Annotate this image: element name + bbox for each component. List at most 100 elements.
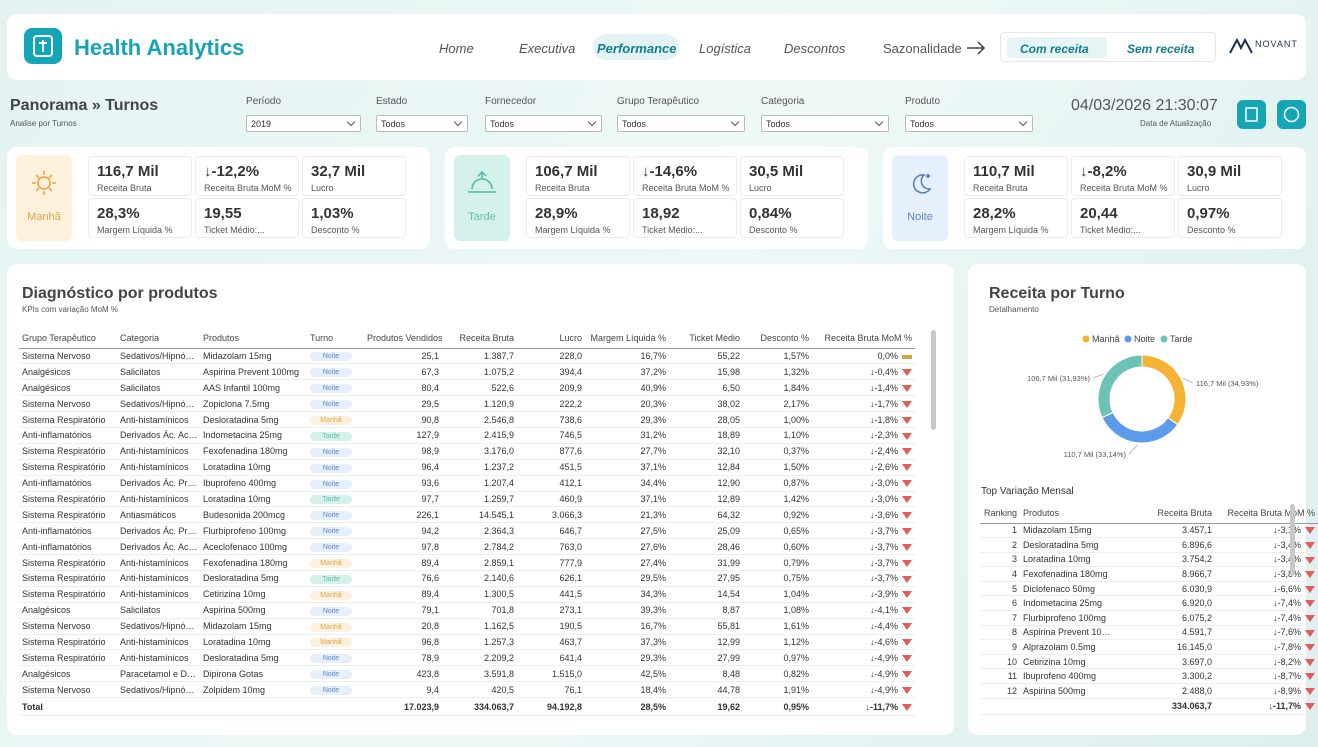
kpi-value: 0,84% (749, 205, 792, 222)
help-button[interactable] (1277, 100, 1306, 129)
table-row: 1 Midazolam 15mg 3.457,1 ↓-3,1% (980, 523, 1318, 539)
trend-down-icon (1305, 614, 1315, 622)
cell-text: Antiasmáticos (120, 509, 177, 520)
column-header[interactable]: Ticket Médio (669, 328, 743, 349)
cell-text: 16,7% (640, 350, 666, 361)
column-header[interactable]: Margem Líquida % (585, 328, 669, 349)
cell-text: 2.209,2 (483, 652, 514, 663)
table-cell: 76,6 (364, 570, 442, 587)
filter-select[interactable]: Todos (485, 115, 602, 132)
column-header[interactable]: Produtos (1020, 503, 1120, 524)
nav-link[interactable]: Logística (699, 41, 752, 56)
filter-select[interactable]: Todos (761, 115, 889, 132)
table-cell: 10 (980, 654, 1020, 670)
table-cell: 2.140,6 (442, 570, 517, 587)
filter-select[interactable]: Todos (905, 115, 1033, 132)
table-cell: 777,9 (517, 554, 585, 571)
cell-text: Sistema Nervoso (22, 621, 91, 632)
table-cell: Sistema Nervoso (19, 618, 117, 635)
page-subtitle: Analise por Turnos (10, 119, 77, 128)
cell-text: 1,84% (783, 382, 809, 393)
cell-text: Flurbiprofeno 100mg (203, 525, 287, 536)
column-header[interactable]: Receita Bruta (442, 328, 517, 349)
cell-text: 423,8 (416, 668, 439, 679)
column-header[interactable]: Produtos (200, 328, 307, 349)
table-cell: 3 (980, 552, 1020, 568)
cell-text: 1.300,5 (483, 589, 514, 600)
cell-text: 9 (1011, 642, 1017, 653)
column-header[interactable]: Receita Bruta MoM % (1215, 503, 1318, 524)
cell-text: 1,61% (783, 621, 809, 632)
column-header[interactable]: Receita Bruta (1120, 503, 1215, 524)
kpi-value: 30,9 Mil (1187, 163, 1242, 180)
nav-link[interactable]: Performance (597, 41, 677, 56)
shift-name: Manhã (27, 211, 61, 223)
table-row: Sistema Nervoso Sedativos/Hipnó… Zopiclona… (19, 395, 915, 413)
toggle-button[interactable]: Sem receita (1127, 42, 1195, 56)
turn-badge: Noite (310, 606, 352, 616)
toggle-button[interactable]: Com receita (1020, 42, 1089, 56)
table-cell: Noite (307, 649, 364, 667)
table-cell: ↓-2,4% (812, 443, 915, 460)
table-cell: 12,89 (669, 491, 743, 508)
filter-select[interactable]: Todos (617, 115, 745, 132)
column-header[interactable]: Desconto % (743, 328, 812, 349)
table-cell: Antiasmáticos (117, 506, 200, 524)
nav-link[interactable]: Executiva (519, 41, 576, 56)
cell-text: Anti-histamínicos (120, 414, 189, 425)
table-cell: Sedativos/Hipnó… (117, 395, 200, 413)
table-row: 4 Fexofenadina 180mg 8.966,7 ↓-3,8% (980, 566, 1318, 582)
table-cell: 6.075,2 (1120, 610, 1215, 626)
help-book-button[interactable] (1237, 100, 1266, 129)
nav-link[interactable]: Sazonalidade (883, 41, 962, 56)
table-cell: 877,6 (517, 443, 585, 460)
cell-text: 3.300,2 (1181, 671, 1212, 682)
table-cell: ↓-8,2% (1215, 654, 1318, 670)
nav-link[interactable]: Descontos (784, 41, 846, 56)
column-header[interactable]: Categoria (117, 328, 200, 349)
cell-text: 27,99 (717, 652, 740, 663)
data-table: Grupo Terapêutico Categoria Produtos Turno P… (19, 328, 915, 717)
table-row: 10 Cetirizina 10mg 3.697,0 ↓-8,2% (980, 654, 1318, 670)
column-header[interactable]: Produtos Vendidos (364, 328, 442, 349)
table-cell: Manhã (307, 411, 364, 428)
cell-text: 5 (1011, 583, 1017, 594)
table-cell: Sistema Respiratório (19, 586, 117, 603)
column-header[interactable]: Turno (307, 328, 364, 349)
cell-text: 25,09 (717, 525, 740, 536)
column-header[interactable]: Ranking (980, 503, 1020, 524)
table-cell: Analgésicos (19, 665, 117, 683)
cell-text: 28,05 (717, 414, 740, 425)
cell-text: 6.075,2 (1181, 612, 1212, 623)
column-header[interactable]: Grupo Terapêutico (19, 328, 117, 349)
cell-text: 127,9 (416, 430, 439, 441)
table-cell: 1,42% (743, 491, 812, 508)
cell-text: Midazolam 15mg (1023, 525, 1092, 536)
table-cell: 6.030,9 (1120, 581, 1215, 597)
table-cell: Loratadina 10mg (1020, 552, 1120, 568)
table-cell: Tarde (307, 427, 364, 444)
table-row: 11 Ibuprofeno 400mg 3.300,2 ↓-8,7% (980, 668, 1318, 685)
table-cell: 27,5% (585, 522, 669, 540)
shift-name: Noite (907, 211, 933, 223)
table-cell: 522,6 (442, 379, 517, 397)
cell-text: 15,98 (717, 366, 740, 377)
table-cell: ↓-3,0% (812, 475, 915, 492)
turn-badge: Noite (310, 479, 352, 489)
table-cell: Noite (307, 475, 364, 492)
table-cell: Aceclofenaco 100mg (200, 538, 307, 556)
table-cell: 127,9 (364, 427, 442, 444)
column-header[interactable]: Receita Bruta MoM % (812, 328, 915, 349)
nav-link[interactable]: Home (439, 41, 474, 56)
table-cell: 12,84 (669, 459, 743, 476)
cell-text: Desloratadina 5mg (203, 652, 279, 663)
cell-text: Desloratadina 5mg (203, 414, 279, 425)
table-cell: 44,78 (669, 681, 743, 699)
cell-text: 11 (1007, 671, 1017, 682)
filter-select[interactable]: 2019 (246, 115, 361, 132)
table-cell: Desloratadina 5mg (200, 649, 307, 667)
column-header[interactable]: Lucro (517, 328, 585, 349)
filter-select[interactable]: Todos (376, 115, 468, 132)
cell-text: ↓-3,7% (869, 541, 898, 552)
table-cell: Flurbiprofeno 100mg (1020, 610, 1120, 626)
